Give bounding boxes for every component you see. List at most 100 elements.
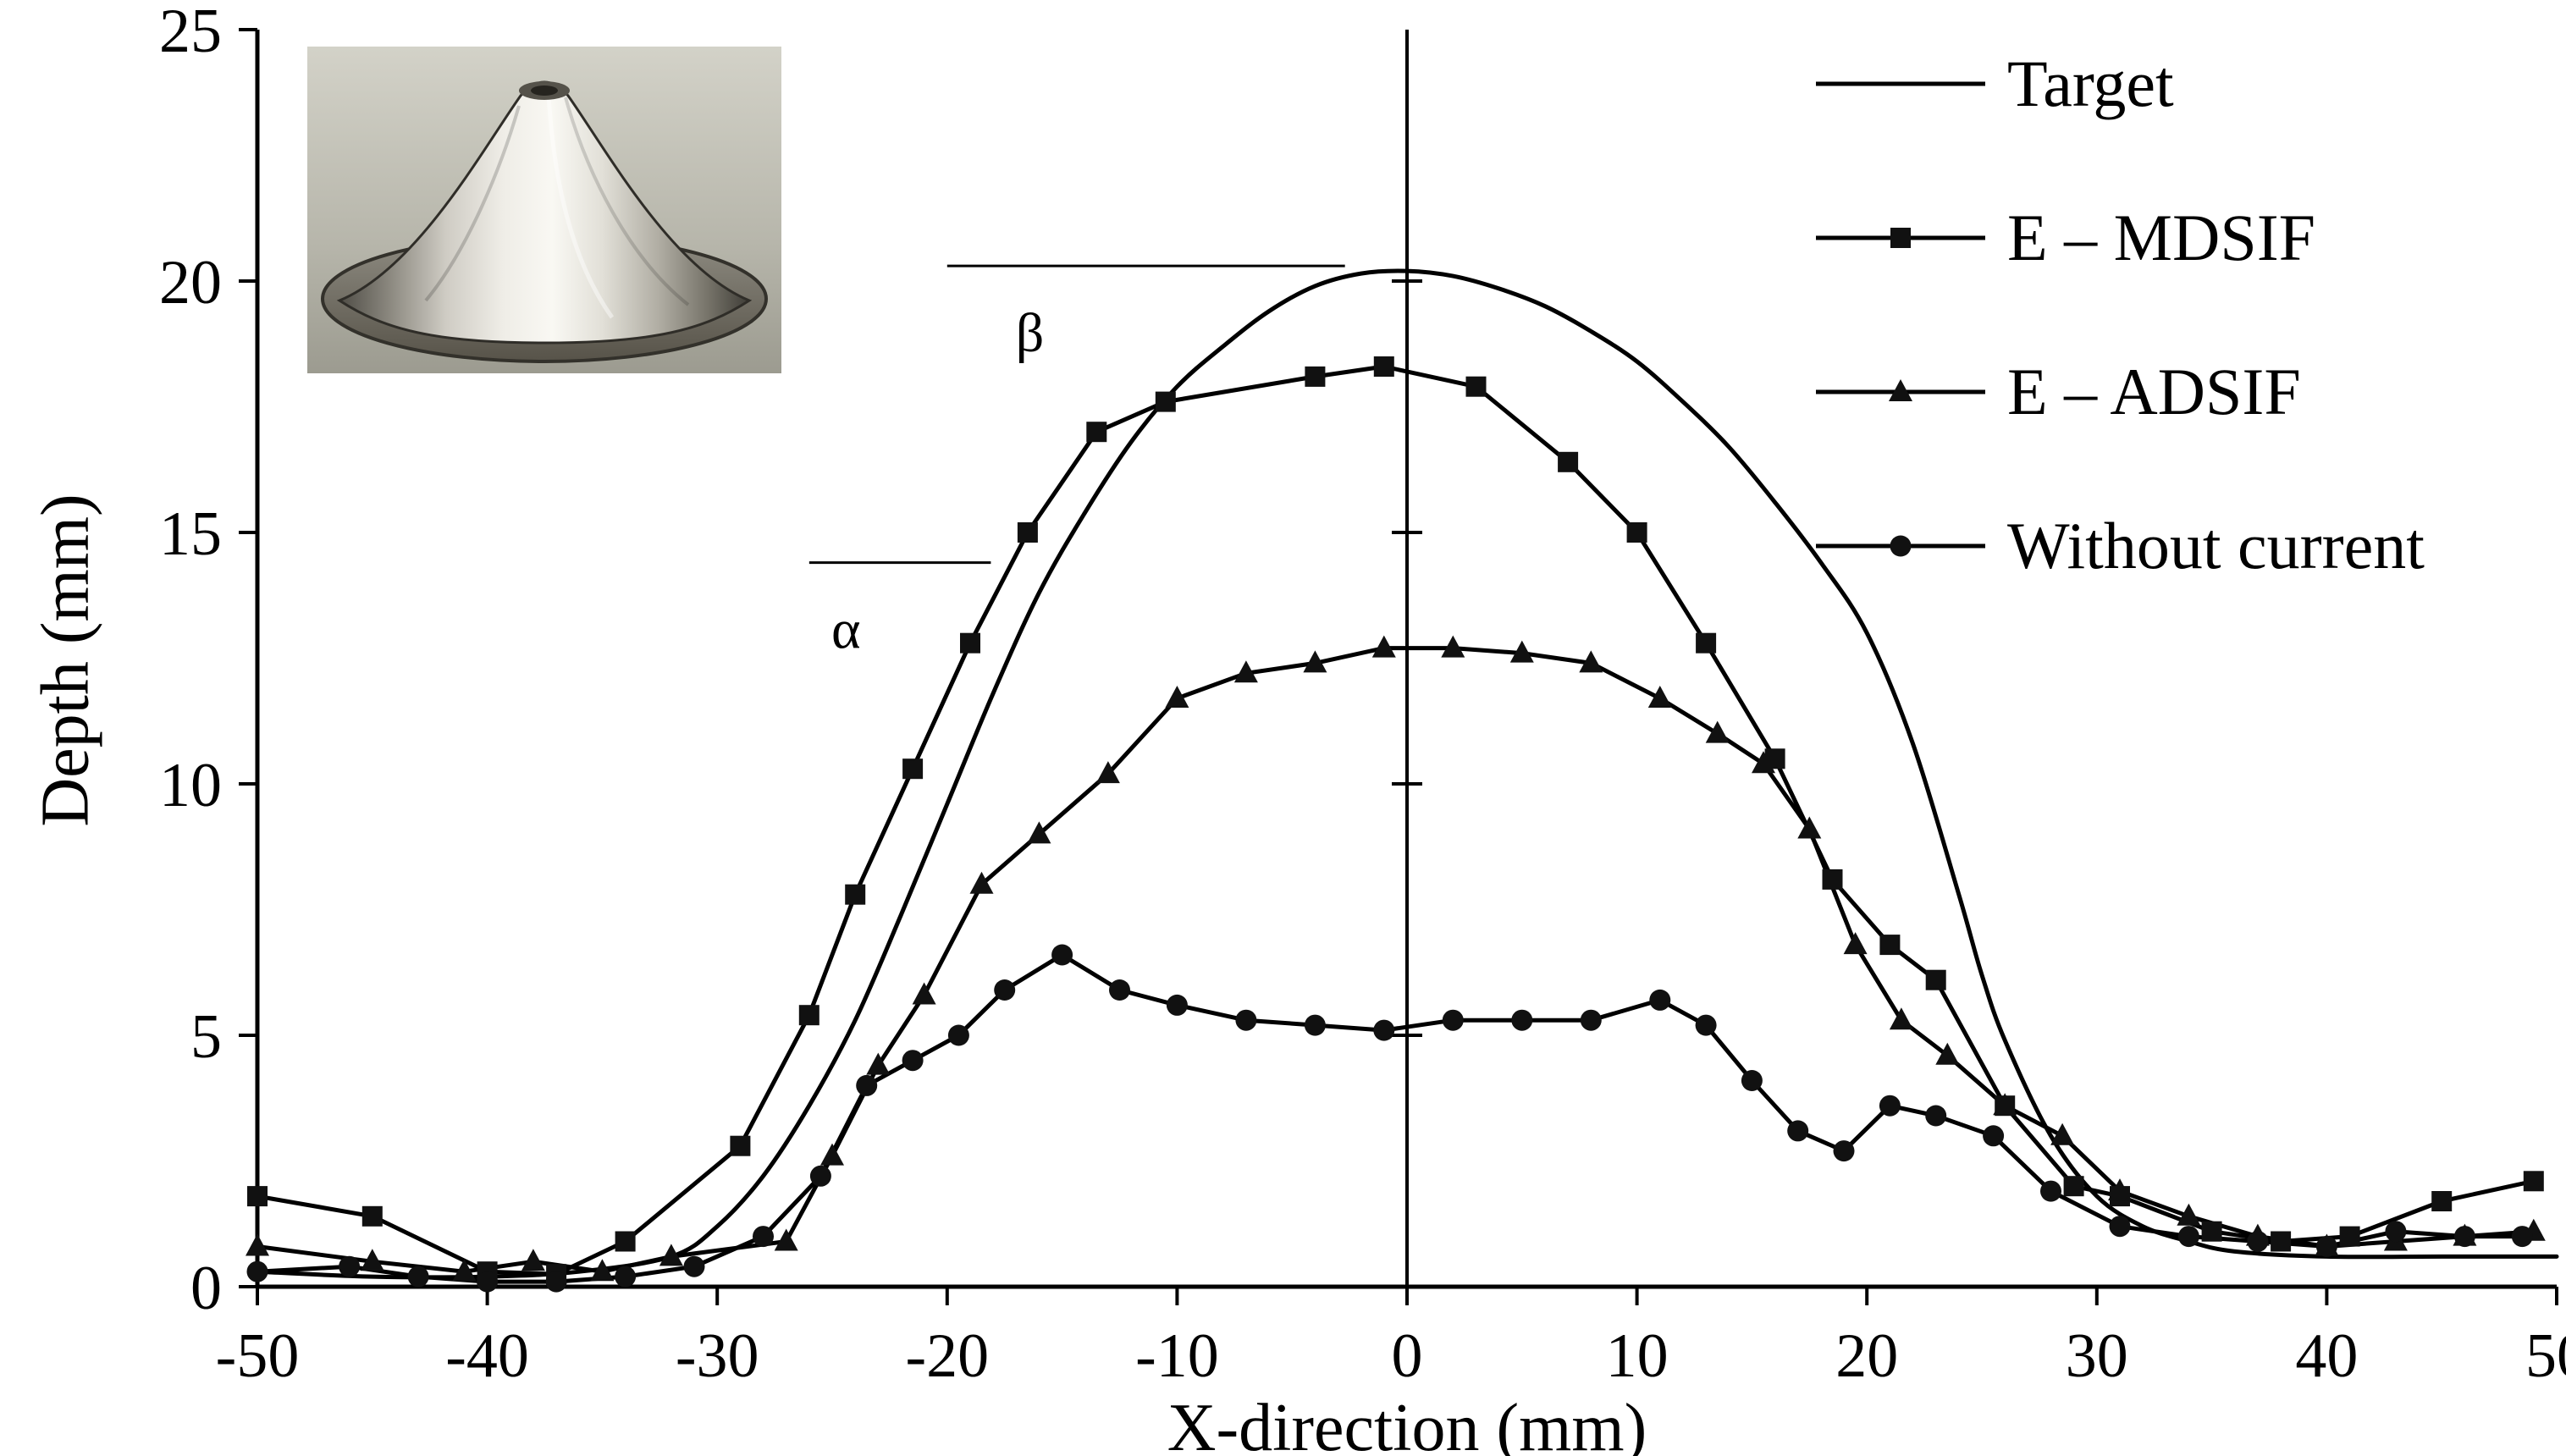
legend-item-e-mdsif: E – MDSIF [1816, 205, 2425, 271]
annotation-label-alpha: α [831, 599, 861, 661]
marker-square-e-mdsif [730, 1135, 751, 1156]
marker-square-e-mdsif [845, 884, 866, 905]
legend-label: Without current [2007, 509, 2425, 582]
marker-circle-without-current [1235, 1009, 1257, 1031]
x-tick-label: 50 [2525, 1321, 2566, 1391]
marker-triangle-e-adsif [590, 1259, 615, 1282]
x-tick-label: -10 [1135, 1321, 1219, 1391]
marker-circle-without-current [2109, 1216, 2131, 1238]
legend-sample-line [1816, 81, 1985, 86]
marker-triangle-e-adsif [969, 871, 994, 894]
marker-circle-without-current [947, 1024, 969, 1046]
marker-square-e-mdsif [960, 632, 980, 654]
x-tick-label: 10 [1606, 1321, 1669, 1391]
marker-circle-without-current [1373, 1019, 1395, 1041]
marker-square-e-mdsif [2271, 1231, 2292, 1252]
marker-circle-without-current [1304, 1014, 1326, 1036]
legend-sample-triangle-icon [1816, 379, 1985, 401]
marker-square-e-mdsif [2431, 1191, 2453, 1211]
legend-label: Target [2007, 47, 2174, 120]
marker-square-e-mdsif [1558, 451, 1579, 472]
marker-triangle-e-adsif [2177, 1203, 2201, 1226]
y-axis-title: Depth (mm) [28, 494, 103, 827]
marker-triangle-e-adsif [659, 1244, 683, 1266]
x-tick-label: 30 [2066, 1321, 2128, 1391]
marker-square-e-mdsif [1626, 522, 1647, 543]
marker-triangle-e-adsif [1095, 761, 1120, 784]
legend-sample-square-icon [1816, 228, 1985, 248]
marker-triangle-e-adsif [1797, 816, 1822, 839]
marker-triangle-e-adsif [866, 1052, 891, 1075]
marker-circle-without-current [2177, 1226, 2199, 1248]
marker-square-e-mdsif [1155, 391, 1176, 412]
marker-circle-without-current [246, 1260, 268, 1282]
marker-triangle-e-adsif [1165, 686, 1189, 708]
marker-triangle-e-adsif [1705, 720, 1730, 743]
marker-circle-without-current [1833, 1140, 1855, 1162]
marker-circle-without-current [1695, 1014, 1717, 1036]
marker-circle-without-current [2511, 1226, 2533, 1248]
marker-triangle-e-adsif [452, 1259, 477, 1282]
y-tick-label: 20 [159, 248, 222, 317]
marker-circle-without-current [2040, 1180, 2061, 1202]
legend-sample-circle-icon [1816, 535, 1985, 557]
marker-triangle-e-adsif [1027, 821, 1051, 844]
legend-label: E – MDSIF [2007, 201, 2316, 274]
cone-streak [424, 105, 521, 302]
marker-triangle-e-adsif [1935, 1042, 1960, 1065]
marker-circle-without-current [1983, 1125, 2005, 1147]
marker-circle-without-current [407, 1266, 429, 1288]
marker-triangle-e-adsif [2108, 1178, 2132, 1201]
legend: Target E – MDSIF E – ADSIF Without current [1816, 51, 2425, 579]
marker-circle-without-current [1511, 1009, 1533, 1031]
marker-triangle-e-adsif [1371, 635, 1396, 658]
series-line-without-current [255, 952, 2525, 1284]
x-axis-title: X-direction (mm) [1167, 1391, 1647, 1456]
marker-circle-without-current [1741, 1070, 1763, 1091]
marker-circle-without-current [2315, 1236, 2337, 1257]
marker-circle-without-current [1787, 1120, 1809, 1142]
marker-circle-without-current [856, 1074, 878, 1096]
marker-triangle-e-adsif [1579, 650, 1603, 673]
y-tick-label: 10 [159, 751, 222, 820]
marker-triangle-e-adsif [1509, 640, 1534, 663]
marker-triangle-e-adsif [360, 1249, 384, 1271]
marker-triangle-e-adsif [1647, 686, 1672, 708]
marker-triangle-e-adsif [820, 1143, 844, 1166]
marker-circle-without-current [1109, 979, 1130, 1001]
marker-square-e-mdsif [1696, 632, 1717, 654]
marker-circle-without-current [1580, 1009, 1602, 1031]
marker-square-e-mdsif [615, 1231, 636, 1252]
marker-triangle-e-adsif [246, 1233, 269, 1256]
legend-item-without-current: Without current [1816, 513, 2425, 579]
marker-circle-without-current [753, 1226, 774, 1248]
y-tick-label: 15 [159, 499, 222, 569]
series-line-target [255, 268, 2559, 1280]
cone-streak [564, 97, 690, 306]
marker-triangle-e-adsif [1303, 650, 1327, 673]
marker-square-e-mdsif [1373, 356, 1394, 377]
x-tick-label: -50 [216, 1321, 300, 1391]
marker-triangle-e-adsif [1889, 1007, 1913, 1030]
y-tick-label: 0 [190, 1254, 222, 1323]
legend-marker-square-icon [1890, 228, 1911, 248]
marker-circle-without-current [1442, 1009, 1464, 1031]
marker-circle-without-current [477, 1271, 499, 1293]
legend-marker-triangle-icon [1889, 379, 1912, 401]
cone-top-hole [531, 85, 558, 96]
marker-triangle-e-adsif [521, 1249, 545, 1271]
marker-triangle-e-adsif [1993, 1093, 2017, 1116]
series-line-e-adsif [255, 646, 2536, 1274]
marker-circle-without-current [1166, 994, 1188, 1016]
marker-circle-without-current [1051, 944, 1073, 966]
inset-photo [307, 47, 781, 373]
marker-circle-without-current [683, 1255, 705, 1277]
marker-circle-without-current [615, 1266, 637, 1288]
marker-square-e-mdsif [798, 1005, 819, 1026]
x-tick-label: 0 [1392, 1321, 1423, 1391]
marker-square-e-mdsif [2339, 1226, 2360, 1247]
marker-circle-without-current [1879, 1095, 1901, 1117]
marker-circle-without-current [902, 1050, 924, 1072]
